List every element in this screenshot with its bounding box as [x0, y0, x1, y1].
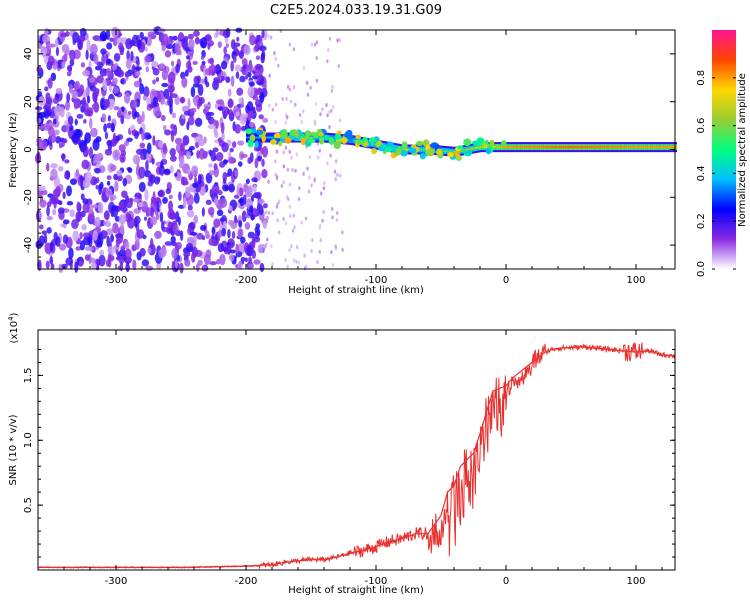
snr-plot-frame — [37, 329, 676, 571]
top-y-tick-label: -20 — [23, 189, 34, 205]
bottom-x-tick-label: -100 — [365, 576, 388, 587]
colorbar-gradient — [712, 30, 736, 269]
colorbar-tick-label: 0.4 — [696, 165, 707, 181]
colorbar-label: Normalized spectral amplitude — [737, 73, 748, 227]
top-x-tick-label: -300 — [105, 275, 128, 286]
top-x-axis-label: Height of straight line (km) — [288, 285, 424, 296]
bottom-y-tick-label: 1.0 — [23, 432, 34, 448]
top-y-tick-label: 20 — [23, 95, 34, 108]
top-y-tick-label: -40 — [23, 237, 34, 253]
snr-panel: -300 -200 -100 0 100 0.5 1.0 1.5 Height of str… — [7, 312, 676, 596]
bottom-x-axis: -300 -200 -100 0 100 — [37, 330, 663, 587]
top-x-axis: -300 -200 -100 0 100 — [37, 30, 663, 286]
bottom-x-tick-label: -300 — [105, 576, 128, 587]
colorbar: 0.0 0.2 0.4 0.6 0.8 Normalized spectral ampl… — [696, 30, 748, 277]
bottom-y-axis: 0.5 1.0 1.5 — [23, 348, 675, 558]
top-y-tick-label: 40 — [23, 48, 34, 61]
bottom-x-axis-label: Height of straight line (km) — [288, 585, 424, 596]
figure-title: C2E5.2024.033.19.31.G09 — [270, 3, 442, 18]
top-x-tick-label: 0 — [503, 275, 509, 286]
colorbar-axis: 0.0 0.2 0.4 0.6 0.8 — [696, 70, 736, 277]
bottom-y-tick-label: 1.5 — [23, 367, 34, 383]
top-x-tick-label: -200 — [235, 275, 258, 286]
colorbar-tick-label: 0.8 — [696, 70, 707, 86]
colorbar-tick-label: 0.0 — [696, 261, 707, 277]
heatmap-signal-track — [245, 127, 677, 161]
bottom-y-scale-label: (x104) — [7, 312, 20, 343]
top-y-axis: -40 -20 0 20 40 — [23, 29, 675, 270]
heatmap-noise-field — [34, 26, 344, 274]
top-x-tick-label: -100 — [365, 275, 388, 286]
colorbar-tick-label: 0.2 — [696, 213, 707, 229]
colorbar-tick-label: 0.6 — [696, 118, 707, 134]
bottom-x-tick-label: 100 — [626, 576, 645, 587]
snr-series-noise — [37, 342, 676, 570]
bottom-y-tick-label: 0.5 — [23, 497, 34, 513]
bottom-y-axis-label: SNR (10 * v/v) — [8, 414, 19, 485]
bottom-x-tick-label: 0 — [503, 576, 509, 587]
bottom-x-tick-label: -200 — [235, 576, 258, 587]
top-y-axis-label: Frequency (Hz) — [8, 112, 19, 188]
top-y-tick-label: 0 — [23, 146, 34, 152]
top-x-tick-label: 100 — [626, 275, 645, 286]
snr-series-line — [38, 346, 676, 568]
